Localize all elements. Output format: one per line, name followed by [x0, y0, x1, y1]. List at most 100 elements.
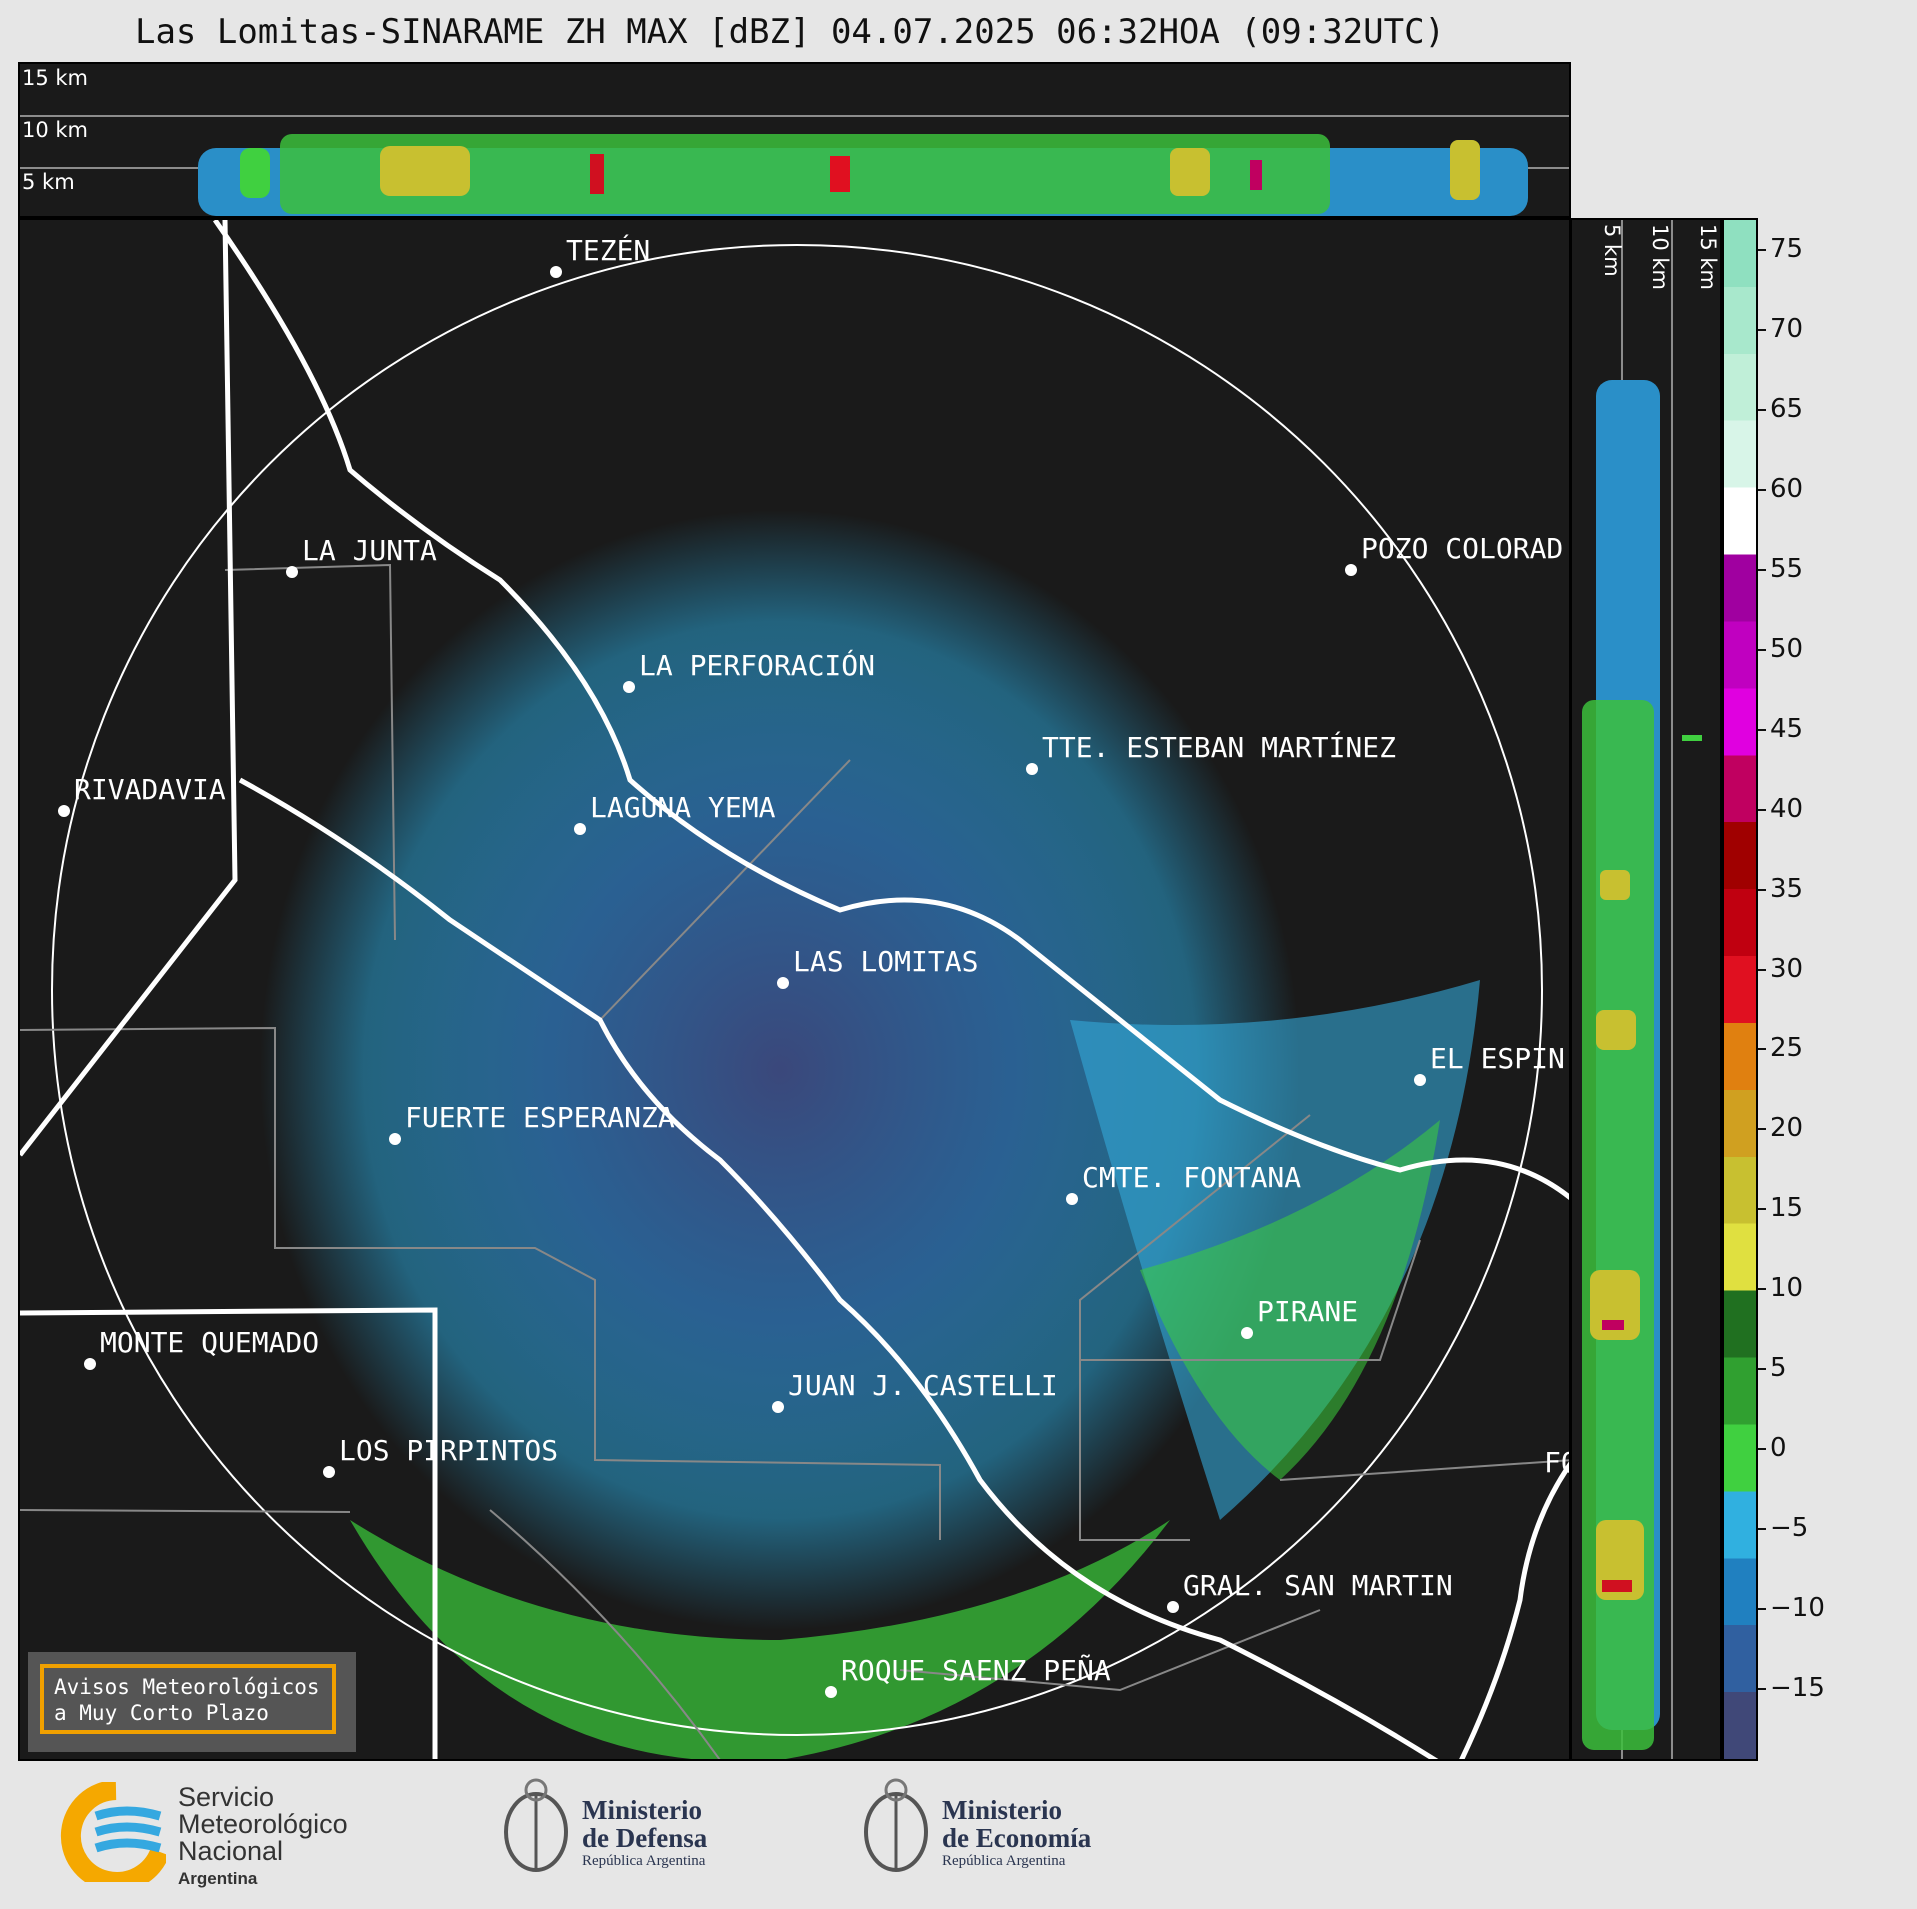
colorbar-tick-label: 35: [1770, 873, 1804, 904]
economia-logo-line2: de Economía: [942, 1823, 1092, 1853]
smn-logo-line3: Nacional: [178, 1836, 284, 1866]
colorbar-tick-label: 30: [1770, 953, 1804, 984]
city-label-tte-esteban-martinez: TTE. ESTEBAN MARTÍNEZ: [1042, 730, 1396, 764]
city-label-juan-j-castelli: JUAN J. CASTELLI: [788, 1369, 1058, 1402]
department-boundaries: [20, 563, 1569, 1759]
city-label-rivadavia: RIVADAVIA: [74, 773, 226, 806]
colorbar-tick-mark: [1758, 1128, 1766, 1131]
colorbar-tick-label: 45: [1770, 713, 1804, 744]
defensa-logo: Ministerio de Defensa República Argentin…: [496, 1772, 756, 1892]
city-dot-la-junta: [286, 566, 298, 578]
colorbar-tick-label: 75: [1770, 233, 1804, 264]
side-profile-echoes: [1582, 220, 1702, 1759]
city-label-los-pirpintos: LOS PIRPINTOS: [339, 1434, 558, 1467]
colorbar-tick-mark: [1758, 1208, 1766, 1211]
city-label-pozo-colorado: POZO COLORAD: [1361, 532, 1563, 565]
city-label-monte-quemado: MONTE QUEMADO: [100, 1326, 319, 1359]
smn-logo: Servicio Meteorológico Nacional Argentin…: [56, 1780, 396, 1892]
colorbar-tick-label: 50: [1770, 633, 1804, 664]
city-dot-el-espinillo: [1414, 1074, 1426, 1086]
city-dot-las-lomitas: [777, 977, 789, 989]
defensa-coat-of-arms-icon: [504, 1778, 568, 1872]
city-label-cmte-fontana: CMTE. FONTANA: [1082, 1161, 1301, 1194]
radar-map: TEZÉN LA JUNTA POZO COLORAD LA PERFORACI…: [18, 218, 1571, 1761]
defensa-logo-line1: Ministerio: [582, 1795, 702, 1825]
city-label-la-junta: LA JUNTA: [302, 534, 437, 567]
economia-logo-line1: Ministerio: [942, 1795, 1062, 1825]
colorbar-tick-mark: [1758, 1048, 1766, 1051]
colorbar-tick-mark: [1758, 808, 1766, 811]
city-label-tezen: TEZÉN: [566, 233, 650, 267]
colorbar-tick-label: 5: [1770, 1353, 1787, 1384]
colorbar-tick-label: 40: [1770, 793, 1804, 824]
colorbar-tick-mark: [1758, 1448, 1766, 1451]
city-dot-roque-saenz-pena: [825, 1686, 837, 1698]
colorbar-tick-mark: [1758, 648, 1766, 651]
city-dot-laguna-yema: [574, 823, 586, 835]
colorbar-tick-mark: [1758, 568, 1766, 571]
city-dot-fuerte-esperanza: [389, 1133, 401, 1145]
colorbar-tick-mark: [1758, 888, 1766, 891]
range-ring: [51, 244, 1543, 1736]
defensa-logo-line3: República Argentina: [582, 1853, 706, 1869]
city-label-la-perforacion: LA PERFORACIÓN: [639, 648, 875, 682]
colorbar-tick-label: 55: [1770, 553, 1804, 584]
top-alt-label-15: 15 km: [22, 66, 89, 90]
colorbar-tick-mark: [1758, 728, 1766, 731]
top-profile-echoes: [20, 115, 1569, 216]
colorbar-tick-label: 70: [1770, 313, 1804, 344]
chart-title: Las Lomitas-SINARAME ZH MAX [dBZ] 04.07.…: [134, 12, 1446, 52]
side-height-profile: 5 km 10 km 15 km: [1570, 218, 1722, 1761]
economia-coat-of-arms-icon: [864, 1778, 928, 1872]
colorbar-tick-label: 15: [1770, 1193, 1804, 1224]
city-dot-tezen: [550, 266, 562, 278]
city-dot-cmte-fontana: [1066, 1193, 1078, 1205]
province-boundaries: [20, 220, 1569, 1759]
city-dot-los-pirpintos: [323, 1466, 335, 1478]
city-dot-juan-j-castelli: [772, 1401, 784, 1413]
city-dot-rivadavia: [58, 805, 70, 817]
colorbar-tick-mark: [1758, 1528, 1766, 1531]
dbz-colorbar: [1722, 218, 1758, 1761]
city-label-el-espinillo: EL ESPIN: [1430, 1042, 1565, 1075]
top-alt-label-5: 5 km: [22, 170, 75, 194]
radar-map-canvas: TEZÉN LA JUNTA POZO COLORAD LA PERFORACI…: [20, 220, 1571, 1759]
smn-logo-line4: Argentina: [178, 1869, 258, 1888]
economia-logo: Ministerio de Economía República Argenti…: [856, 1772, 1116, 1892]
smn-logo-line1: Servicio: [178, 1782, 275, 1812]
echo-field: [260, 510, 1300, 1630]
alert-box[interactable]: Avisos Meteorológicos a Muy Corto Plazo: [28, 1652, 356, 1752]
smn-logo-line2: Meteorológico: [178, 1809, 348, 1839]
side-alt-label-15: 15 km: [1696, 224, 1720, 291]
city-dot-la-perforacion: [623, 681, 635, 693]
colorbar-tick-mark: [1758, 488, 1766, 491]
city-dot-pozo-colorado: [1345, 564, 1357, 576]
city-label-las-lomitas: LAS LOMITAS: [793, 945, 978, 978]
side-alt-label-10: 10 km: [1648, 224, 1672, 291]
smn-logo-icon: [60, 1780, 170, 1892]
city-markers: TEZÉN LA JUNTA POZO COLORAD LA PERFORACI…: [58, 233, 1571, 1698]
colorbar-tick-label: −10: [1770, 1593, 1825, 1624]
city-dot-tte-esteban-martinez: [1026, 763, 1038, 775]
colorbar-tick-label: 25: [1770, 1033, 1804, 1064]
top-alt-label-10: 10 km: [22, 118, 89, 142]
city-label-roque-saenz-pena: ROQUE SAENZ PEÑA: [841, 1653, 1111, 1687]
city-dot-gral-san-martin: [1167, 1601, 1179, 1613]
colorbar-tick-mark: [1758, 1688, 1766, 1691]
colorbar-tick-label: 0: [1770, 1433, 1787, 1464]
alert-line-1: Avisos Meteorológicos: [54, 1675, 320, 1699]
city-label-gral-san-martin: GRAL. SAN MARTIN: [1183, 1569, 1453, 1602]
alert-box-frame[interactable]: Avisos Meteorológicos a Muy Corto Plazo: [40, 1664, 336, 1734]
colorbar-tick-mark: [1758, 1608, 1766, 1611]
alert-line-2: a Muy Corto Plazo: [54, 1701, 269, 1725]
colorbar-tick-mark: [1758, 248, 1766, 251]
city-dot-monte-quemado: [84, 1358, 96, 1370]
echo-band-south: [350, 1520, 1170, 1759]
colorbar-tick-mark: [1758, 1368, 1766, 1371]
colorbar-tick-mark: [1758, 328, 1766, 331]
city-label-formosa-partial: FO: [1544, 1446, 1571, 1479]
colorbar-tick-mark: [1758, 408, 1766, 411]
city-label-laguna-yema: LAGUNA YEMA: [590, 791, 776, 824]
city-label-fuerte-esperanza: FUERTE ESPERANZA: [405, 1101, 675, 1134]
colorbar-tick-mark: [1758, 1288, 1766, 1291]
